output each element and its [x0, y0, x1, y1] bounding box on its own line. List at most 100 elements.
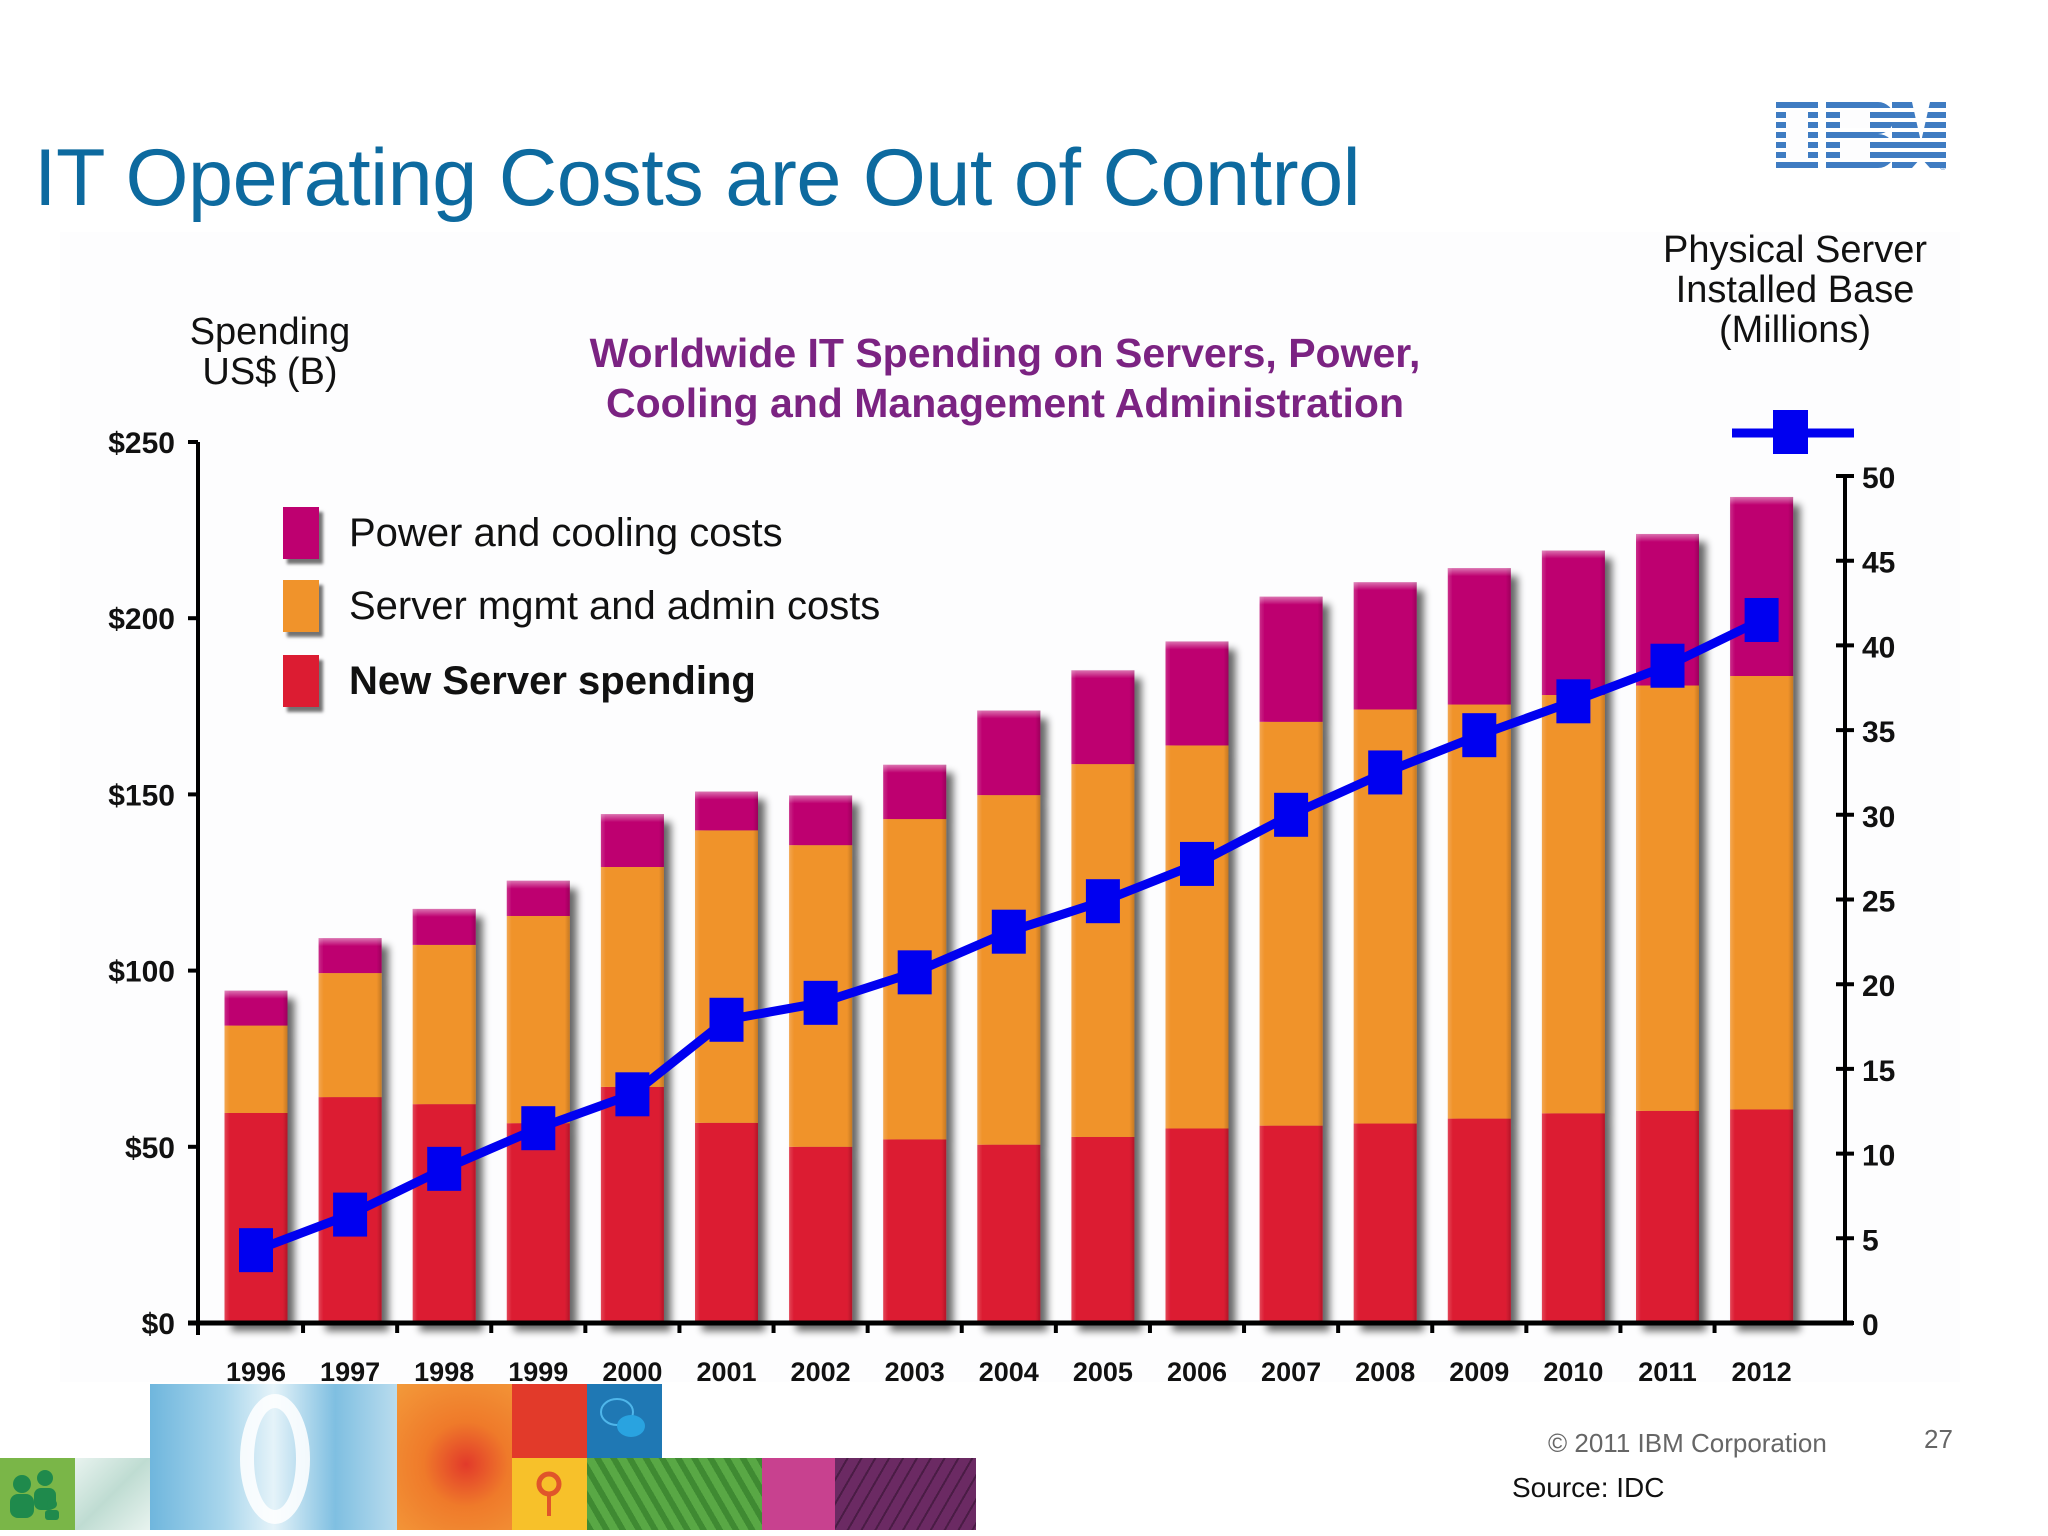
x-tick-label: 2008 — [1355, 1357, 1415, 1387]
bar-segment-shading — [1730, 496, 1794, 676]
bar-stack-1999 — [506, 880, 570, 1323]
line-marker — [1274, 792, 1309, 837]
line-marker — [1180, 841, 1214, 886]
bar-top-highlight — [1636, 533, 1699, 542]
x-tick-label: 2004 — [979, 1357, 1039, 1387]
bar-segment-shading — [1165, 745, 1229, 1129]
x-tick-label: 2011 — [1638, 1357, 1697, 1387]
bar-segment-shading — [977, 795, 1041, 1145]
y2-tick-label: 20 — [1862, 970, 1895, 1003]
bar-segment-shading — [1730, 675, 1794, 1110]
bar-top-highlight — [695, 791, 758, 800]
y2-tick-label: 50 — [1862, 462, 1895, 495]
source-note: Source: IDC — [1512, 1472, 1665, 1503]
copyright-text: © 2011 IBM Corporation — [1548, 1428, 1827, 1458]
legend-label: Power and cooling costs — [349, 510, 783, 555]
y-tick-label: $200 — [108, 603, 175, 636]
pink-tile — [762, 1458, 835, 1530]
y-tick-label: $50 — [125, 1132, 175, 1165]
slide-title: IT Operating Costs are Out of Control — [34, 133, 1361, 223]
bar-stack-2010 — [1541, 550, 1605, 1323]
bar-top-highlight — [224, 990, 288, 999]
axes-layer — [188, 440, 1854, 1335]
bar-segment-shading — [883, 1139, 947, 1323]
y2-tick-label: 35 — [1862, 716, 1895, 749]
x-tick-label: 2010 — [1543, 1357, 1603, 1387]
location-pin-tile — [512, 1458, 587, 1530]
x-tick-label: 2006 — [1167, 1357, 1227, 1387]
bar-top-highlight — [1730, 496, 1794, 505]
bar-stack-2002 — [789, 795, 853, 1323]
x-tick-label: 1999 — [508, 1357, 568, 1387]
glass-door-photo-tile — [150, 1384, 397, 1530]
left-axis-title-line: Spending — [189, 311, 351, 353]
x-tick-label: 2002 — [791, 1357, 851, 1387]
svg-text:®: ® — [1940, 163, 1946, 170]
legend-label: Server mgmt and admin costs — [349, 583, 881, 628]
bar-segment-shading — [506, 1123, 570, 1323]
y-tick-label: $150 — [108, 779, 175, 812]
bar-top-highlight — [1071, 670, 1135, 679]
bar-segment-shading — [695, 830, 758, 1123]
bar-stack-1998 — [412, 908, 476, 1323]
location-pin-icon — [536, 1471, 562, 1516]
bar-top-highlight — [600, 814, 664, 823]
people-icon — [10, 1470, 59, 1520]
y-tick-label: $100 — [108, 956, 175, 989]
bar-segment-shading — [1353, 582, 1417, 710]
bar-segment-shading — [1730, 1109, 1794, 1323]
bar-segment-shading — [1259, 596, 1323, 722]
line-layer — [239, 597, 1779, 1273]
bar-segment-shading — [1165, 1128, 1229, 1323]
bar-segment-shading — [1447, 1118, 1511, 1323]
bar-top-highlight — [1541, 550, 1605, 559]
bar-segment-shading — [318, 973, 382, 1098]
line-marker — [427, 1146, 462, 1191]
chart-title-line: Worldwide IT Spending on Servers, Power, — [589, 330, 1421, 376]
line-marker — [991, 909, 1026, 954]
bar-segment-shading — [695, 1122, 758, 1323]
bar-stack-2009 — [1447, 568, 1511, 1323]
bar-top-highlight — [789, 795, 853, 804]
line-marker — [897, 950, 932, 995]
bar-segment-shading — [600, 814, 664, 867]
y2-tick-label: 0 — [1862, 1309, 1879, 1342]
bar-segment-shading — [1071, 764, 1135, 1137]
bar-stack-2004 — [977, 710, 1041, 1323]
legend-swatch-power-cooling — [283, 507, 319, 559]
x-tick-label: 2000 — [602, 1357, 662, 1387]
bars-layer — [224, 496, 1794, 1323]
legend-label: New Server spending — [349, 658, 756, 703]
bar-stack-2003 — [883, 764, 947, 1323]
ibm-logo: ® — [1776, 102, 1946, 170]
bar-top-highlight — [412, 908, 476, 917]
bar-stack-2006 — [1165, 641, 1229, 1323]
bar-top-highlight — [977, 710, 1041, 719]
chat-icon-tile — [587, 1384, 662, 1458]
bar-stack-2000 — [600, 814, 664, 1323]
bar-segment-shading — [1259, 721, 1323, 1126]
right-axis-title-line: Physical Server — [1663, 229, 1927, 271]
line-marker — [1462, 713, 1497, 758]
bar-segment-shading — [977, 710, 1041, 796]
labels-layer: 1996 1997 1998 1999 2000 2001 2002 2003 2004 2005… — [108, 427, 1895, 1387]
bar-segment-shading — [1071, 670, 1135, 765]
right-axis-title-line: (Millions) — [1719, 309, 1871, 351]
y-tick-label: $0 — [142, 1308, 175, 1341]
bar-segment-shading — [789, 795, 853, 846]
line-marker — [709, 997, 744, 1042]
bar-segment-shading — [224, 1025, 288, 1113]
y2-tick-label: 45 — [1862, 547, 1895, 580]
bar-stack-2007 — [1259, 596, 1323, 1323]
x-tick-label: 2009 — [1449, 1357, 1509, 1387]
bar-segment-shading — [1636, 685, 1699, 1111]
red-tile — [512, 1384, 587, 1458]
bar-stack-2005 — [1071, 670, 1135, 1323]
green-grid-tile — [587, 1458, 762, 1530]
x-tick-label: 2007 — [1261, 1357, 1321, 1387]
sketch-tile — [75, 1458, 150, 1530]
bar-segment-shading — [1353, 1123, 1417, 1323]
page-number: 27 — [1924, 1424, 1953, 1454]
bar-segment-shading — [1165, 641, 1229, 746]
